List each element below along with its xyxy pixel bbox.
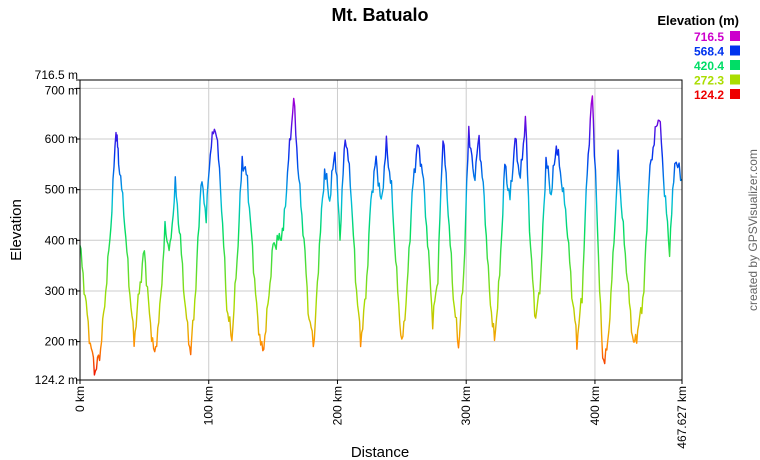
x-tick-label: 300 km xyxy=(459,386,473,425)
legend-title: Elevation (m) xyxy=(657,13,739,28)
y-tick-label: 500 m xyxy=(45,183,78,197)
x-axis-label: Distance xyxy=(351,444,409,460)
y-tick-label: 700 m xyxy=(45,83,78,97)
x-tick-label: 467.627 km xyxy=(675,386,689,449)
y-tick-labels: 124.2 m 200 m 300 m 400 m 500 m 600 m 700 m716… xyxy=(35,68,80,387)
legend-entry-label: 420.4 xyxy=(694,59,724,73)
plot-frame xyxy=(79,79,683,381)
x-tick-labels: 0 km 100 km 200 km 300 km 400 km 467.627 km xyxy=(73,380,689,449)
legend-color-swatch xyxy=(730,89,740,99)
elevation-series-line xyxy=(79,95,683,376)
legend-color-swatch xyxy=(730,74,740,85)
x-tick-label: 0 km xyxy=(73,386,87,412)
y-tick-label: 716.5 m xyxy=(35,68,78,82)
x-tick-label: 100 km xyxy=(202,386,216,425)
y-axis-label: Elevation xyxy=(8,199,25,261)
legend-entry-label: 124.2 xyxy=(694,88,724,102)
watermark-text: created by GPSVisualizer.com xyxy=(746,149,760,311)
legend-color-swatch xyxy=(730,45,740,56)
legend-entry-label: 272.3 xyxy=(694,74,724,88)
chart-title: Mt. Batualo xyxy=(332,5,429,25)
x-tick-label: 400 km xyxy=(588,386,602,425)
legend-color-swatch xyxy=(730,60,740,70)
legend-entry-label: 716.5 xyxy=(694,30,724,44)
plot-background xyxy=(80,80,682,380)
legend-color-swatch xyxy=(730,31,740,41)
y-tick-label: 300 m xyxy=(45,284,78,298)
y-tick-label: 400 m xyxy=(45,233,78,247)
y-tick-label: 124.2 m xyxy=(35,373,78,387)
legend-entry-label: 568.4 xyxy=(694,45,724,59)
series-layer xyxy=(79,95,683,376)
y-tick-label: 200 m xyxy=(45,335,78,349)
x-tick-label: 200 km xyxy=(330,386,344,425)
y-tick-label: 600 m xyxy=(45,132,78,146)
